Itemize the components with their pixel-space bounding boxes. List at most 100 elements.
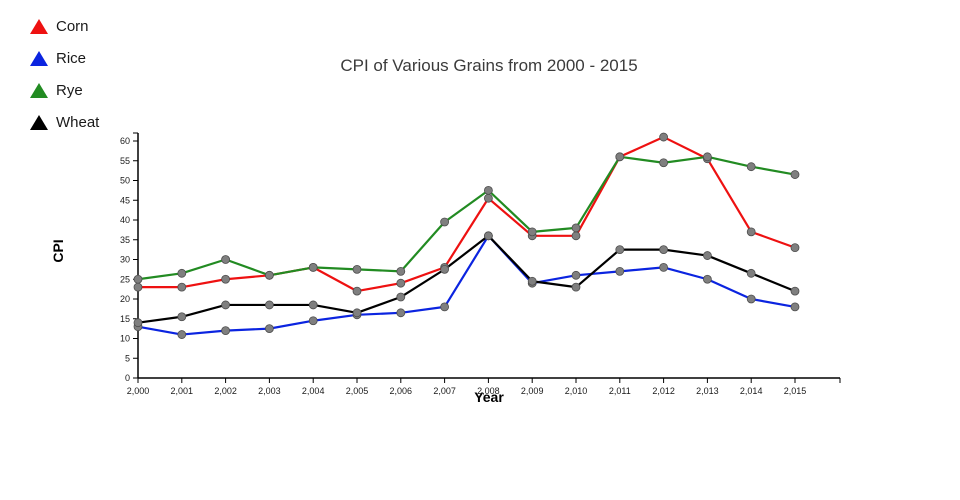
data-point-corn [133, 282, 143, 292]
data-point-wheat [483, 231, 493, 241]
x-tick-label: 2,002 [214, 386, 237, 396]
data-point-wheat [790, 286, 800, 296]
data-point-rye [527, 227, 537, 237]
legend-item-corn: Corn [30, 10, 99, 42]
data-point-corn [790, 243, 800, 253]
data-point-wheat [352, 308, 362, 318]
data-point-rye [177, 268, 187, 278]
data-point-rye [659, 158, 668, 168]
data-point-wheat [615, 245, 625, 255]
legend-item-label: Rye [56, 81, 83, 99]
data-point-rye [264, 270, 274, 280]
y-tick-label: 5 [125, 353, 130, 363]
data-point-rice [264, 324, 274, 334]
data-point-corn [746, 227, 756, 237]
x-tick-label: 2,001 [171, 386, 194, 396]
x-tick-label: 2,009 [521, 386, 544, 396]
data-point-rice [396, 308, 406, 318]
data-point-wheat [527, 276, 537, 286]
x-axis-label: Year [474, 389, 504, 405]
chart-legend: Corn Rice Rye Wheat [30, 10, 99, 138]
data-point-wheat [659, 245, 668, 255]
data-point-rye [790, 170, 800, 179]
x-tick-label: 2,010 [565, 386, 588, 396]
data-point-rice [615, 266, 625, 276]
legend-item-rice: Rice [30, 42, 99, 74]
triangle-marker-icon [30, 50, 48, 66]
data-point-wheat [133, 318, 143, 328]
data-point-corn [659, 132, 668, 142]
data-point-rye [221, 255, 231, 264]
y-tick-label: 10 [120, 334, 130, 344]
data-point-rice [571, 270, 581, 280]
x-tick-label: 2,014 [740, 386, 763, 396]
y-tick-label: 60 [120, 136, 130, 146]
data-point-rice [308, 316, 318, 326]
data-point-rye [483, 185, 493, 195]
series-line-rice [136, 234, 797, 336]
data-point-corn [177, 282, 187, 292]
x-tick-label: 2,013 [696, 386, 719, 396]
data-point-rice [440, 302, 450, 312]
x-tick-label: 2,005 [346, 386, 369, 396]
x-tick-label: 2,012 [652, 386, 675, 396]
data-point-corn [352, 286, 362, 296]
data-point-rice [746, 294, 756, 304]
series-line-wheat [136, 234, 797, 324]
data-point-wheat [177, 312, 187, 322]
data-point-rye [352, 264, 362, 274]
legend-item-label: Wheat [56, 113, 100, 131]
data-point-rye [615, 152, 625, 162]
data-point-rye [133, 274, 143, 284]
data-point-wheat [264, 300, 274, 310]
legend-item-label: Corn [56, 17, 89, 35]
x-tick-label: 2,008 [477, 386, 500, 396]
x-tick-label: 2,015 [784, 386, 807, 396]
data-point-wheat [746, 268, 756, 278]
data-point-corn [483, 193, 493, 203]
y-tick-label: 20 [120, 294, 130, 304]
y-tick-label: 40 [120, 215, 130, 225]
x-tick-label: 2,007 [433, 386, 456, 396]
data-point-rye [308, 262, 318, 272]
y-tick-label: 25 [120, 274, 130, 284]
data-point-rice [177, 330, 187, 339]
data-point-rye [571, 223, 581, 233]
data-point-rye [703, 152, 712, 162]
y-tick-label: 55 [120, 156, 130, 166]
y-tick-label: 35 [120, 235, 130, 245]
data-point-corn [396, 278, 406, 288]
legend-item-rye: Rye [30, 74, 99, 106]
triangle-marker-icon [30, 18, 48, 34]
data-point-rye [746, 162, 756, 172]
data-point-rye [440, 217, 450, 227]
x-tick-label: 2,006 [390, 386, 413, 396]
triangle-marker-icon [30, 114, 48, 130]
series-line-rye [136, 155, 797, 281]
x-tick-label: 2,011 [609, 386, 631, 396]
data-point-corn [221, 274, 231, 284]
y-tick-label: 45 [120, 195, 130, 205]
data-point-rye [396, 266, 406, 276]
data-point-corn [571, 231, 581, 241]
data-point-wheat [396, 292, 406, 302]
legend-item-wheat: Wheat [30, 106, 99, 138]
x-tick-label: 2,003 [258, 386, 281, 396]
x-tick-label: 2,000 [127, 386, 150, 396]
data-point-rice [659, 262, 668, 272]
data-point-wheat [440, 264, 450, 274]
data-point-wheat [571, 282, 581, 292]
data-point-wheat [308, 300, 318, 310]
chart-title: CPI of Various Grains from 2000 - 2015 [340, 56, 638, 75]
data-point-wheat [221, 300, 231, 310]
triangle-marker-icon [30, 82, 48, 98]
series-line-corn [136, 135, 797, 293]
data-point-wheat [703, 251, 712, 260]
data-point-rice [221, 326, 231, 336]
data-point-rice [703, 274, 712, 284]
data-point-rice [790, 302, 800, 312]
y-tick-label: 30 [120, 255, 130, 265]
y-tick-label: 50 [120, 176, 130, 186]
